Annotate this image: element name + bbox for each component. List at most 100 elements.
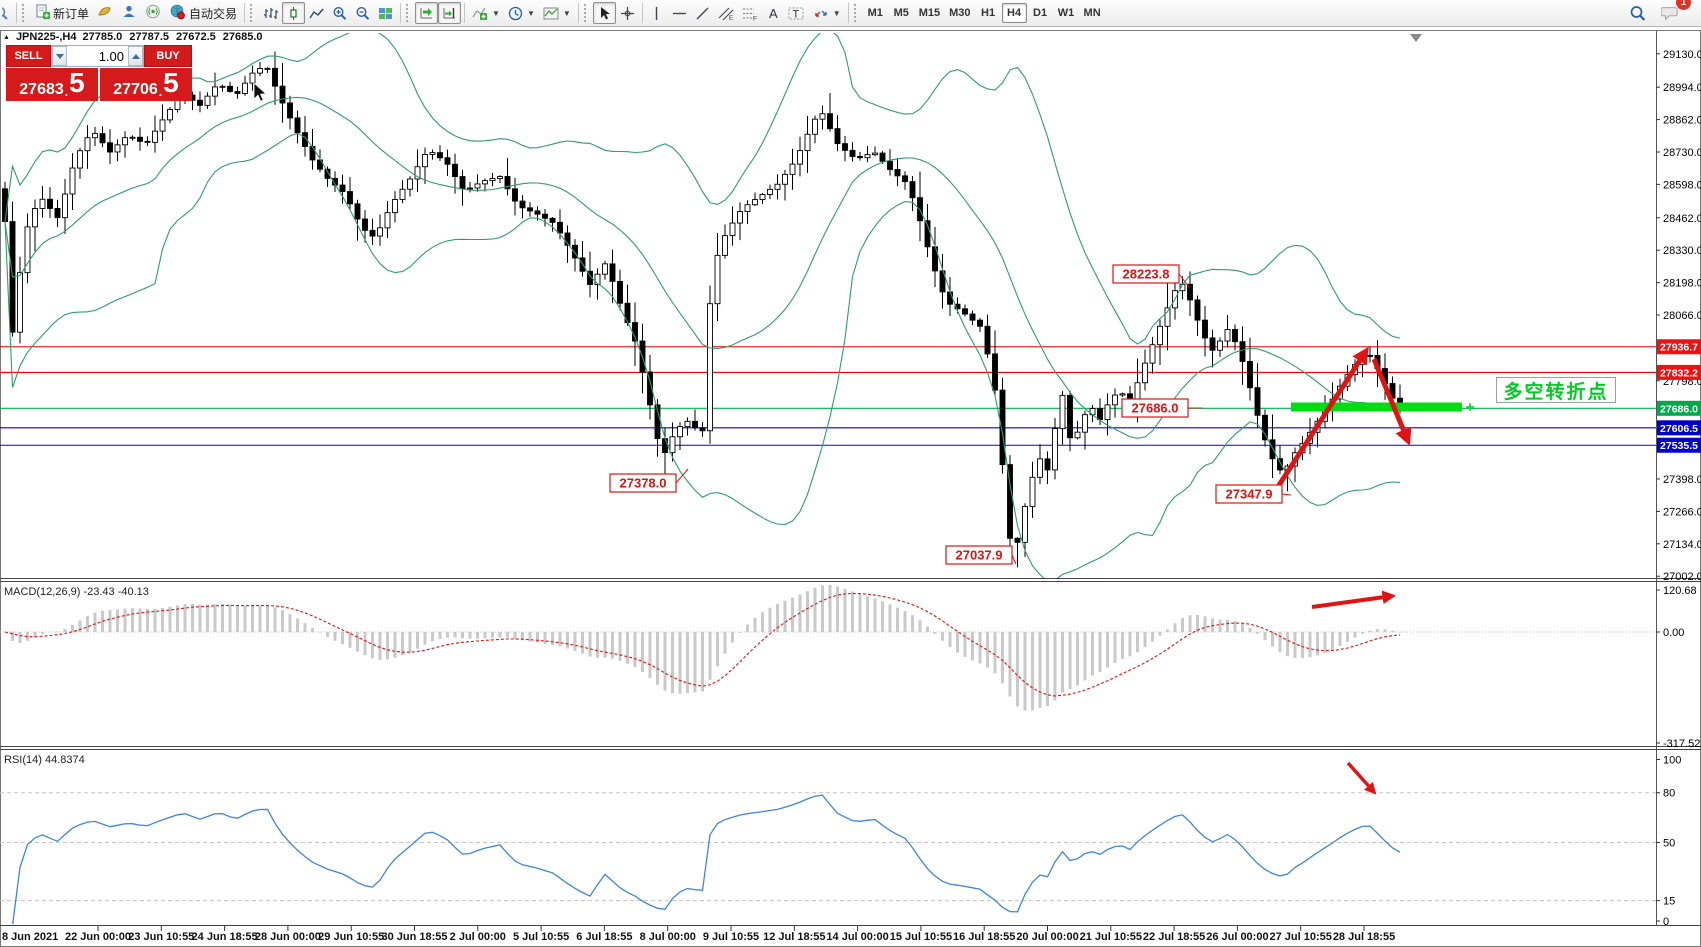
timeframe-m30[interactable]: M30 <box>945 3 974 23</box>
timeframe-h4[interactable]: H4 <box>1001 3 1027 23</box>
dropdown-caret: ▼ <box>492 8 500 18</box>
timeframe-d1[interactable]: D1 <box>1028 3 1053 23</box>
svg-text:27936.7: 27936.7 <box>1660 342 1698 354</box>
svg-text:E: E <box>729 16 733 21</box>
svg-text:0.00: 0.00 <box>1663 627 1684 639</box>
up-arrow-icon <box>131 53 140 59</box>
tile-windows-button[interactable] <box>374 2 397 24</box>
volume-decrease-button[interactable] <box>52 46 67 66</box>
market-button[interactable] <box>93 2 117 24</box>
timeframe-w1[interactable]: W1 <box>1054 3 1079 23</box>
trendline-button[interactable] <box>691 2 714 24</box>
timeframe-m5[interactable]: M5 <box>889 3 914 23</box>
timeframe-buttons: M1 M5 M15 M30 H1 H4 D1 W1 MN <box>863 3 1105 23</box>
svg-text:15 Jul 10:55: 15 Jul 10:55 <box>890 931 952 943</box>
candlestick-layer <box>2 51 1403 568</box>
sell-price-main: 27683 <box>19 81 64 98</box>
timeframe-h1[interactable]: H1 <box>976 3 1001 23</box>
sell-button[interactable]: SELL <box>6 45 51 67</box>
rsi-panel[interactable] <box>0 792 1656 926</box>
volume-increase-button[interactable] <box>128 46 143 66</box>
bar-chart-button[interactable] <box>259 2 282 24</box>
bollinger-bands <box>4 33 1401 578</box>
svg-text:2 Jul 00:00: 2 Jul 00:00 <box>450 931 506 943</box>
svg-text:8 Jun 2021: 8 Jun 2021 <box>2 931 58 943</box>
timeframe-m15[interactable]: M15 <box>915 3 944 23</box>
periods-button[interactable]: ▼ <box>504 2 539 24</box>
auto-scroll-button[interactable] <box>415 2 439 24</box>
indicators-button[interactable]: ▼ <box>468 2 504 24</box>
chat-button[interactable] <box>1657 2 1685 24</box>
arrows-shapes-button[interactable]: ▼ <box>809 2 845 24</box>
text-label-button[interactable]: T <box>784 2 809 24</box>
svg-text:80: 80 <box>1663 788 1675 800</box>
signals-button[interactable] <box>141 2 165 24</box>
horizontal-level-lines[interactable] <box>0 346 1656 446</box>
autotrading-button[interactable]: 自动交易 <box>165 2 241 24</box>
macd-panel[interactable] <box>0 585 1656 711</box>
vertical-line-button[interactable] <box>646 2 668 24</box>
fibonacci-button[interactable]: F <box>738 2 762 24</box>
sell-price-display[interactable]: 27683. 5 <box>6 67 98 101</box>
svg-text:F: F <box>753 15 757 21</box>
svg-text:27378.0: 27378.0 <box>620 476 667 491</box>
text-button[interactable]: A <box>762 2 784 24</box>
svg-text:27 Jul 10:55: 27 Jul 10:55 <box>1270 931 1332 943</box>
channel-button[interactable]: E <box>714 2 738 24</box>
svg-text:27037.9: 27037.9 <box>956 548 1003 563</box>
svg-text:50: 50 <box>1663 838 1675 850</box>
symbol-name: JPN225-,H4 <box>15 31 77 43</box>
svg-text:27832.2: 27832.2 <box>1660 367 1698 379</box>
community-button[interactable] <box>117 2 141 24</box>
svg-text:26 Jul 00:00: 26 Jul 00:00 <box>1206 931 1268 943</box>
timeframe-m1[interactable]: M1 <box>863 3 888 23</box>
svg-text:30 Jun 18:55: 30 Jun 18:55 <box>381 931 447 943</box>
svg-text:27686.0: 27686.0 <box>1660 403 1698 415</box>
signals-icon <box>145 4 161 22</box>
market-icon <box>97 4 113 22</box>
zoom-out-button[interactable] <box>351 2 374 24</box>
timeframe-mn[interactable]: MN <box>1080 3 1105 23</box>
svg-text:21 Jul 10:55: 21 Jul 10:55 <box>1080 931 1142 943</box>
svg-text:28862.0: 28862.0 <box>1663 115 1701 127</box>
toolbar-grip <box>853 4 861 22</box>
buy-price-display[interactable]: 27706. 5 <box>100 67 192 101</box>
svg-text:28 Jul 18:55: 28 Jul 18:55 <box>1333 931 1395 943</box>
sell-price-frac: 5 <box>69 67 85 98</box>
turning-point-annotation: 多空转折点 <box>1496 377 1616 403</box>
svg-text:27686.0: 27686.0 <box>1132 401 1179 416</box>
svg-text:27606.5: 27606.5 <box>1660 423 1698 435</box>
line-chart-button[interactable] <box>305 2 328 24</box>
volume-input[interactable] <box>67 46 128 66</box>
chart-shift-button[interactable] <box>438 2 462 24</box>
new-order-button[interactable]: 新订单 <box>31 2 93 24</box>
svg-text:22 Jun 00:00: 22 Jun 00:00 <box>65 931 131 943</box>
templates-button[interactable]: ▼ <box>539 2 575 24</box>
zoom-in-button[interactable] <box>328 2 351 24</box>
svg-text:24 Jun 18:55: 24 Jun 18:55 <box>192 931 258 943</box>
buy-button[interactable]: BUY <box>144 45 192 67</box>
svg-text:16 Jul 18:55: 16 Jul 18:55 <box>953 931 1015 943</box>
search-button[interactable] <box>1625 2 1651 24</box>
toolbar-separator <box>400 3 402 23</box>
new-order-icon <box>35 4 50 22</box>
dropdown-caret: ▼ <box>526 8 535 18</box>
svg-text:27398.0: 27398.0 <box>1663 474 1701 486</box>
volume-control <box>51 45 144 67</box>
candlestick-chart-button[interactable] <box>282 2 306 24</box>
svg-text:22 Jul 18:55: 22 Jul 18:55 <box>1143 931 1205 943</box>
svg-text:27266.0: 27266.0 <box>1663 506 1701 518</box>
cursor-button[interactable] <box>592 2 616 24</box>
collapse-arrow-icon[interactable]: ▲ <box>3 33 10 41</box>
crosshair-button[interactable] <box>616 2 639 24</box>
toolbar-separator <box>464 3 466 23</box>
svg-text:28223.8: 28223.8 <box>1123 267 1170 282</box>
horizontal-line-button[interactable] <box>668 2 691 24</box>
down-arrow-icon <box>55 53 64 59</box>
toolbar-separator <box>16 3 17 23</box>
price-axis[interactable]: 29130.0 28994.0 28862.0 28730.0 28598.0 28462… <box>1656 49 1701 928</box>
buy-price-frac: 5 <box>163 67 179 98</box>
toolbar-grip <box>250 4 257 22</box>
